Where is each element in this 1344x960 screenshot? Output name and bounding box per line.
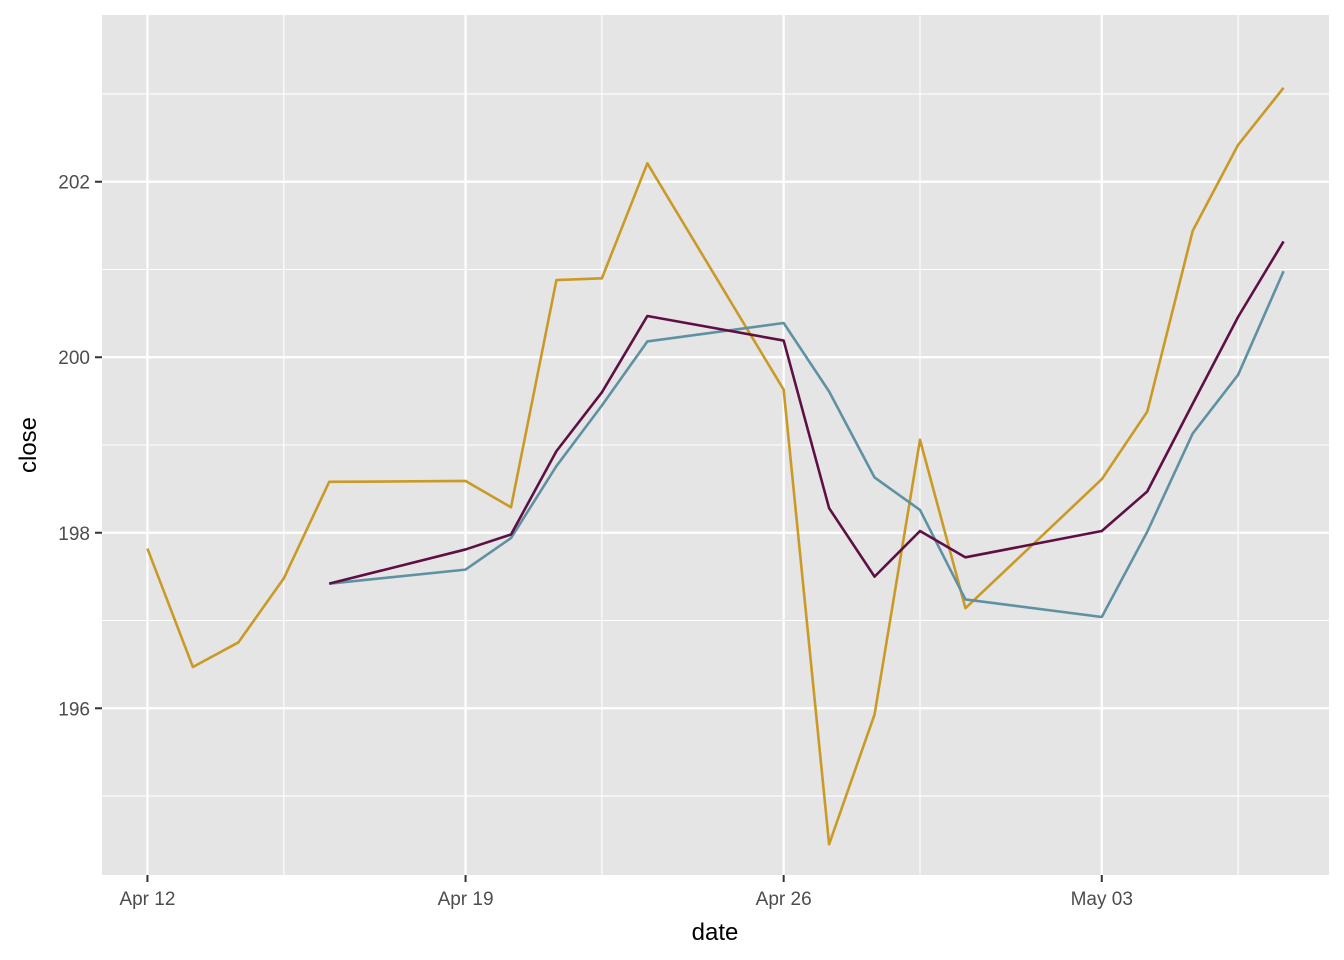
series-lines (146, 87, 1285, 846)
y-tick-label: 196 (58, 699, 90, 720)
minor-gridlines (102, 15, 1329, 875)
x-tick-label: Apr 26 (756, 889, 812, 910)
x-tick-label: Apr 12 (119, 889, 175, 910)
series-line-1 (146, 87, 1285, 846)
y-tick-label: 200 (58, 348, 90, 369)
x-tick-label: May 03 (1071, 889, 1133, 910)
x-axis-title: date (692, 919, 739, 946)
y-axis: 196 198 200 202 (58, 173, 102, 720)
x-tick-label: Apr 19 (438, 889, 494, 910)
y-axis-title: close (15, 417, 42, 473)
series-line-2 (329, 270, 1285, 619)
series-line-3 (328, 240, 1285, 585)
y-tick-label: 202 (58, 173, 90, 194)
y-tick-label: 198 (58, 524, 90, 545)
x-axis: Apr 12 Apr 19 Apr 26 May 03 (119, 875, 1133, 910)
